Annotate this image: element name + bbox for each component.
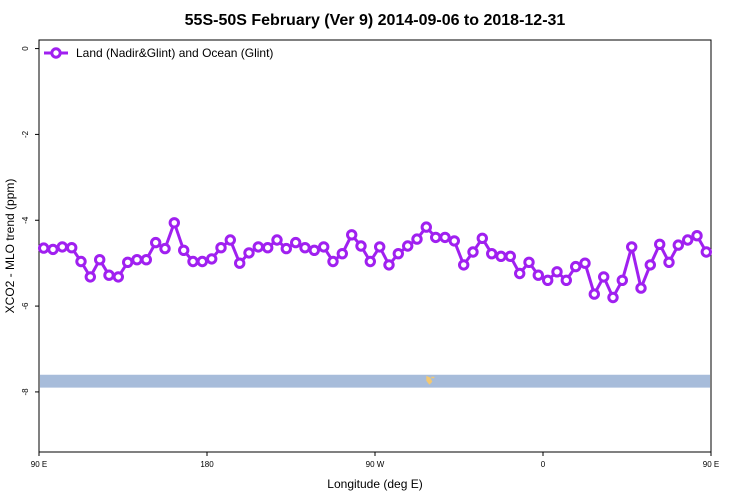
data-point (570, 260, 582, 273)
data-point (178, 244, 190, 257)
data-point (439, 231, 451, 244)
data-point (290, 236, 302, 249)
data-point (112, 271, 125, 283)
data-point (243, 247, 255, 259)
data-point (411, 233, 423, 245)
data-point (271, 234, 283, 246)
data-point (458, 259, 470, 271)
legend: Land (Nadir&Glint) and Ocean (Glint) (44, 46, 273, 60)
coverage-band (40, 374, 710, 388)
y-tick-label: 0 (21, 46, 30, 51)
x-tick-label: 90 E (31, 460, 47, 469)
data-point (579, 257, 591, 269)
data-point (66, 242, 78, 254)
data-point (560, 274, 572, 286)
data-point (542, 274, 554, 286)
data-point (103, 269, 115, 281)
data-point (122, 256, 134, 268)
data-point (140, 254, 153, 266)
data-point (598, 271, 610, 283)
x-axis-label: Longitude (deg E) (327, 477, 422, 491)
y-axis-label: XCO2 - MLO trend (ppm) (3, 179, 17, 314)
data-point (159, 242, 171, 255)
y-tick-label: -2 (21, 130, 30, 138)
data-point (206, 253, 218, 265)
data-point (635, 282, 647, 294)
data-point (654, 238, 666, 251)
data-point (551, 266, 563, 278)
data-point (700, 246, 712, 258)
data-point (150, 236, 162, 249)
data-point (420, 221, 432, 233)
data-point (392, 248, 404, 260)
data-point (56, 241, 68, 253)
x-tick-label: 180 (200, 460, 214, 469)
data-point (327, 255, 339, 268)
chart-title: 55S-50S February (Ver 9) 2014-09-06 to 2… (185, 12, 566, 29)
data-point (94, 254, 106, 266)
data-point (224, 234, 237, 246)
data-point (75, 255, 87, 268)
coverage-highlight (431, 376, 435, 379)
data-point (346, 229, 358, 241)
data-point (607, 291, 619, 304)
y-axis: 0 -2 -4 -6 -8 (21, 46, 39, 396)
data-point (486, 248, 498, 260)
data-point (430, 231, 442, 244)
legend-label: Land (Nadir&Glint) and Ocean (Glint) (76, 46, 273, 60)
data-point (318, 241, 330, 253)
data-point (196, 255, 209, 268)
data-point (355, 240, 367, 252)
coverage-band-layer (40, 374, 710, 388)
data-point (644, 259, 656, 271)
data-point (663, 256, 675, 268)
data-point (336, 248, 348, 260)
data-point (495, 250, 507, 262)
data-point (364, 255, 376, 268)
y-tick-label: -8 (21, 388, 30, 396)
data-point (47, 243, 59, 256)
data-point (532, 269, 544, 281)
data-point (187, 255, 199, 268)
data-point (252, 241, 264, 253)
data-point (234, 257, 246, 269)
data-point (131, 254, 143, 266)
coverage-highlight (426, 375, 433, 385)
data-point (262, 242, 274, 254)
data-point (476, 232, 488, 245)
series-layer (38, 217, 712, 304)
data-point (588, 288, 600, 300)
data-point (682, 234, 694, 246)
data-point (448, 235, 460, 247)
data-point (523, 256, 535, 268)
x-tick-label: 90 W (366, 460, 385, 469)
data-point (691, 230, 703, 242)
data-point (215, 242, 227, 254)
x-axis: 90 E 180 90 W 0 90 E (31, 452, 719, 469)
data-point (84, 271, 97, 283)
data-point (672, 239, 684, 251)
x-tick-label: 0 (541, 460, 546, 469)
data-point (280, 242, 292, 255)
data-point (374, 241, 386, 253)
data-point (168, 217, 181, 229)
y-tick-label: -4 (21, 216, 30, 224)
data-point (299, 242, 311, 254)
x-tick-label: 90 E (703, 460, 719, 469)
y-tick-label: -6 (21, 302, 30, 310)
data-point (626, 241, 638, 253)
data-point (383, 259, 395, 271)
data-point (514, 267, 526, 280)
data-point (616, 274, 628, 286)
data-point (402, 240, 414, 252)
data-point (467, 246, 479, 258)
data-point (38, 242, 50, 254)
legend-marker (50, 47, 62, 59)
data-point (308, 244, 320, 257)
data-point (504, 250, 516, 262)
